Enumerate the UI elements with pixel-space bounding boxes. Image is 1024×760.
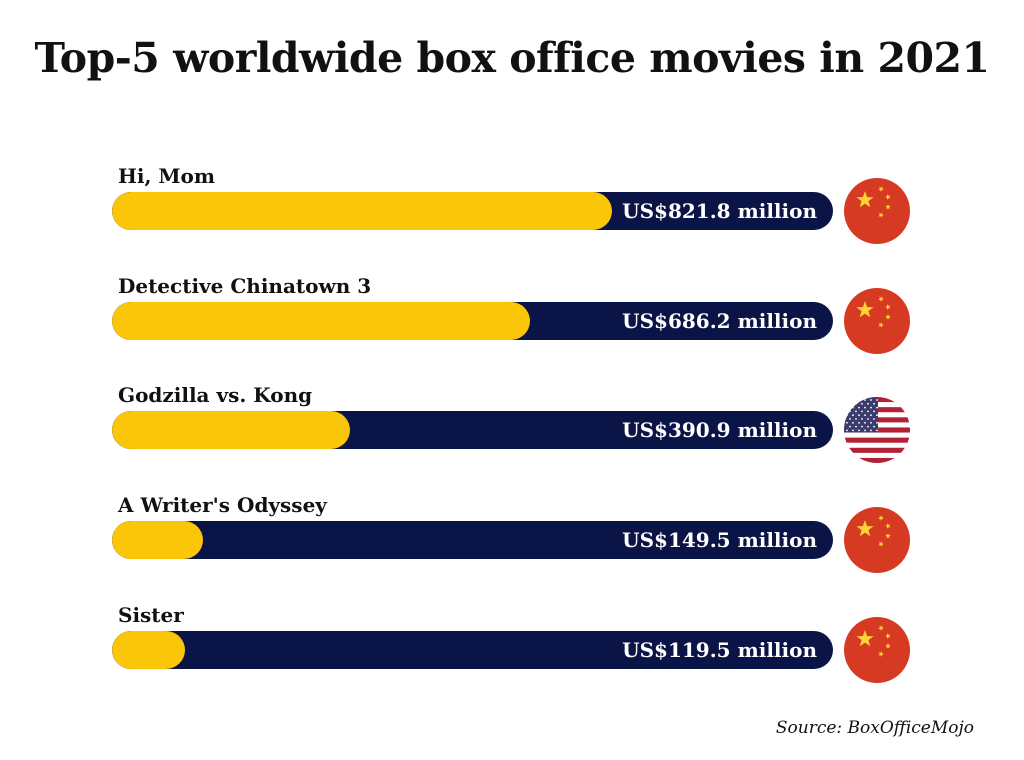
- bar-label: Sister: [118, 603, 184, 627]
- value-label: US$390.9 million: [622, 418, 817, 442]
- bar: [112, 521, 203, 559]
- bar-label: Hi, Mom: [118, 164, 216, 188]
- bar-track: US$390.9 million: [112, 411, 833, 449]
- usa-flag-icon: [844, 397, 910, 463]
- bar: [112, 192, 612, 230]
- bar-label: A Writer's Odyssey: [118, 493, 327, 517]
- bar: [112, 631, 185, 669]
- china-flag-icon: [844, 617, 910, 683]
- chart-title: Top-5 worldwide box office movies in 202…: [34, 34, 990, 82]
- bar-label: Godzilla vs. Kong: [118, 383, 313, 407]
- bar-track: US$119.5 million: [112, 631, 833, 669]
- china-flag-icon: [844, 507, 910, 573]
- bar: [112, 411, 350, 449]
- china-flag-icon: [844, 288, 910, 354]
- source-note: Source: BoxOfficeMojo: [775, 718, 974, 738]
- bar-track: US$821.8 million: [112, 192, 833, 230]
- bar-label: Detective Chinatown 3: [118, 274, 372, 298]
- bar-track: US$686.2 million: [112, 302, 833, 340]
- china-flag-icon: [844, 178, 910, 244]
- value-label: US$119.5 million: [622, 638, 817, 662]
- value-label: US$821.8 million: [622, 199, 817, 223]
- bar-track: US$149.5 million: [112, 521, 833, 559]
- value-label: US$149.5 million: [622, 528, 817, 552]
- value-label: US$686.2 million: [622, 309, 817, 333]
- bar: [112, 302, 530, 340]
